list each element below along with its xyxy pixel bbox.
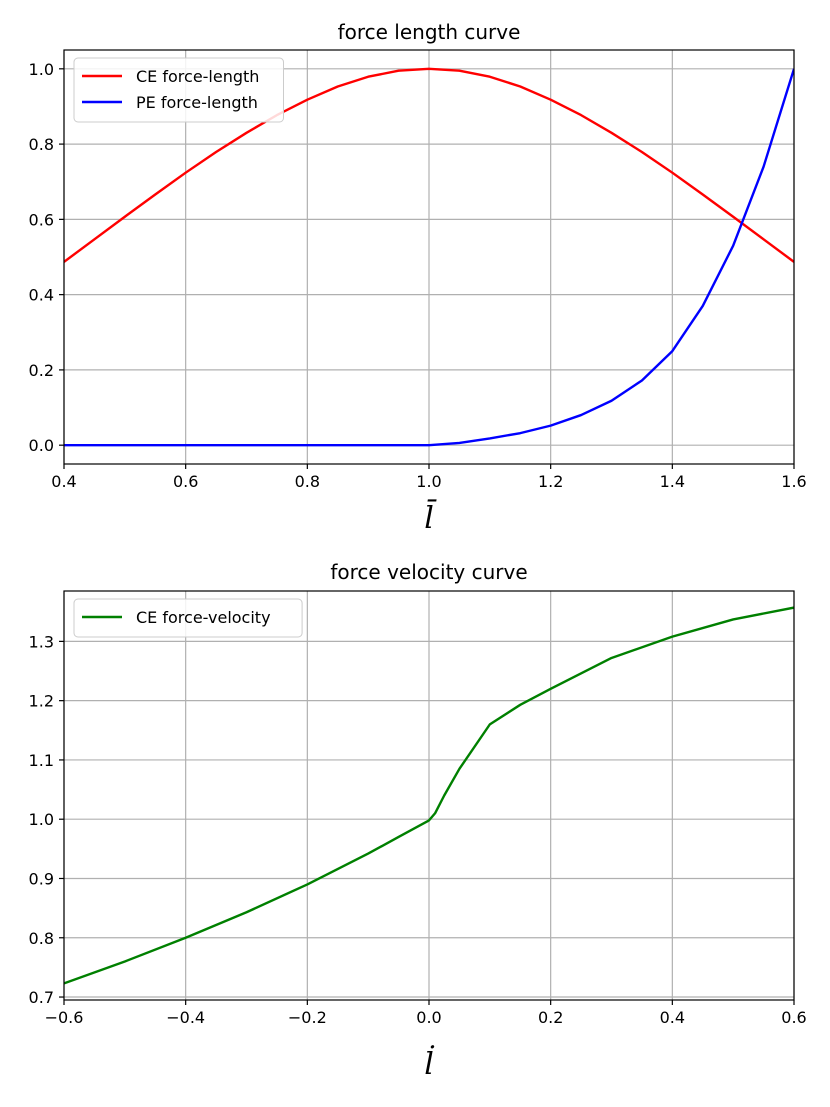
chart-title: force velocity curve [330, 560, 527, 584]
y-tick-label: 0.8 [29, 929, 54, 948]
y-tick-label: 1.2 [29, 692, 54, 711]
y-tick-label: 0.9 [29, 869, 54, 888]
x-tick-label: 0.2 [538, 1008, 563, 1027]
legend-label-0: CE force-length [136, 67, 259, 86]
force-velocity-chart: −0.6 −0.4 −0.2 0.0 0.2 0.4 0.6 0.7 0.8 0.9 1.0 1.1 1… [29, 560, 807, 1082]
series-line-0 [64, 606, 794, 985]
x-tick-label: 0.8 [295, 472, 320, 491]
chart-title: force length curve [338, 20, 521, 44]
y-tick-label: 0.7 [29, 988, 54, 1007]
force-length-chart: 0.4 0.6 0.8 1.0 1.2 1.4 1.6 0.0 0.2 0.4 0.6 0.8 1.0 f… [29, 20, 807, 536]
legend-box [73, 57, 284, 123]
x-tick-label: 0.6 [173, 472, 198, 491]
x-tick-label: −0.6 [45, 1008, 84, 1027]
legend-box [73, 598, 303, 638]
y-tick-label: 1.0 [29, 60, 54, 79]
x-tick-label: −0.4 [166, 1008, 205, 1027]
series-line-1 [64, 68, 794, 447]
y-tick-label: 0.4 [29, 286, 54, 305]
x-tick-label: 0.6 [781, 1008, 806, 1027]
y-tick-label: 1.3 [29, 632, 54, 651]
x-tick-label: 1.6 [781, 472, 806, 491]
legend-label-0: CE force-velocity [136, 608, 271, 627]
y-tick-label: 0.6 [29, 210, 54, 229]
x-tick-label: 0.4 [51, 472, 76, 491]
y-tick-label: 1.0 [29, 810, 54, 829]
y-tick-label: 1.1 [29, 751, 54, 770]
series-line-0 [64, 67, 794, 263]
x-tick-label: 0.4 [660, 1008, 685, 1027]
y-tick-label: 0.2 [29, 361, 54, 380]
x-tick-label: −0.2 [288, 1008, 327, 1027]
x-axis-label: l̇ [424, 1045, 435, 1082]
x-tick-label: 1.2 [538, 472, 563, 491]
y-tick-label: 0.0 [29, 436, 54, 455]
x-tick-label: 1.0 [416, 472, 441, 491]
legend: CE force-length PE force-length [73, 57, 284, 123]
y-tick-label: 0.8 [29, 135, 54, 154]
legend: CE force-velocity [73, 598, 303, 638]
x-tick-label: 0.0 [416, 1008, 441, 1027]
x-axis-label: l̄ [424, 498, 437, 536]
legend-label-1: PE force-length [136, 93, 258, 112]
x-tick-label: 1.4 [660, 472, 685, 491]
